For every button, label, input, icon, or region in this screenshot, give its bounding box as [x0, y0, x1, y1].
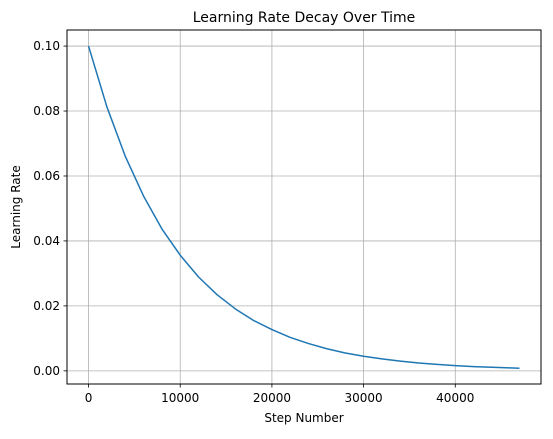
series-layer — [87, 45, 520, 369]
y-tick-label: 0.06 — [33, 169, 60, 183]
y-tick-label: 0.10 — [33, 39, 60, 53]
y-axis-label: Learning Rate — [9, 165, 23, 248]
y-tick-label: 0.04 — [33, 234, 60, 248]
x-tick-label: 0 — [85, 391, 93, 405]
ticks-layer: 0 10000 20000 30000 40000 0.00 0.02 0.04 0.06 0.0… — [33, 39, 474, 405]
lr-decay-line — [87, 45, 520, 369]
x-axis-label: Step Number — [264, 411, 343, 425]
y-tick-label: 0.02 — [33, 299, 60, 313]
y-tick-label: 0.00 — [33, 364, 60, 378]
y-tick-label: 0.08 — [33, 104, 60, 118]
x-tick-label: 20000 — [253, 391, 291, 405]
grid-layer — [67, 30, 541, 384]
chart-title: Learning Rate Decay Over Time — [193, 10, 416, 26]
plot-frame — [66, 29, 542, 385]
x-tick-label: 30000 — [345, 391, 383, 405]
x-tick-label: 10000 — [161, 391, 199, 405]
x-tick-label: 40000 — [436, 391, 474, 405]
